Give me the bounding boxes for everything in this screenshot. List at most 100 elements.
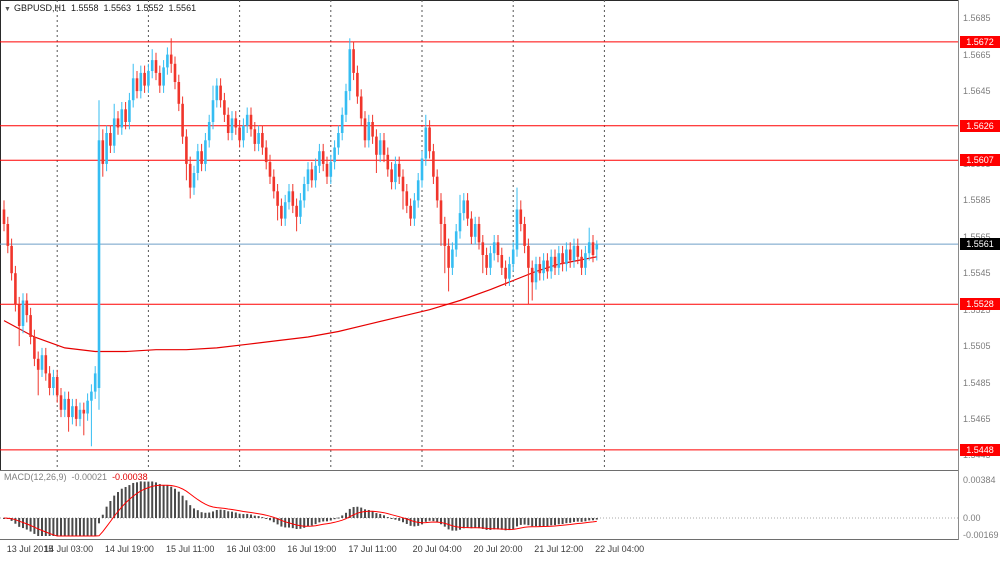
- price-axis-label: 1.5505: [963, 341, 991, 352]
- macd-histogram-bar: [193, 508, 195, 518]
- candle-body: [291, 191, 295, 206]
- candle-body: [2, 209, 6, 224]
- candle-body: [139, 72, 143, 92]
- macd-histogram-bar: [18, 518, 21, 527]
- macd-histogram-bar: [493, 518, 496, 530]
- macd-histogram-bar: [238, 513, 241, 518]
- candle-body: [93, 373, 97, 392]
- macd-histogram-bar: [86, 518, 89, 536]
- candle-body: [458, 213, 462, 232]
- price-axis-label: 1.5465: [963, 413, 991, 424]
- time-axis-label: 16 Jul 19:00: [287, 544, 337, 554]
- macd-histogram-bar: [474, 518, 477, 528]
- macd-histogram-bar: [37, 518, 40, 536]
- macd-histogram-bar: [523, 518, 526, 525]
- candle-body: [52, 377, 55, 388]
- macd-histogram-bar: [345, 512, 347, 518]
- macd-histogram-bar: [405, 518, 408, 524]
- macd-histogram-bar: [101, 514, 104, 518]
- candle-body: [511, 249, 515, 265]
- candle-body: [561, 253, 564, 265]
- candle-body: [268, 162, 272, 177]
- time-axis[interactable]: 13 Jul 2015 14 Jul 03:00 14 Jul 19:00 15 Ju…: [0, 540, 1000, 561]
- macd-histogram-bar: [280, 518, 283, 527]
- candle-body: [249, 114, 253, 130]
- candle-body: [40, 355, 44, 370]
- candle-body: [333, 147, 336, 163]
- candle-body: [382, 140, 386, 155]
- candle-body: [447, 245, 450, 268]
- macd-axis-label: 0.00384: [963, 474, 996, 485]
- macd-histogram-bar: [299, 518, 302, 529]
- macd-histogram-bar: [561, 518, 564, 525]
- candle-body: [420, 158, 424, 181]
- macd-histogram-bar: [196, 510, 199, 518]
- macd-histogram-bar: [44, 518, 47, 536]
- time-axis-label: 17 Jul 11:00: [348, 544, 397, 554]
- candle-body: [485, 255, 488, 268]
- macd-histogram-bar: [565, 518, 568, 524]
- candle-body: [416, 180, 420, 201]
- macd-histogram-bar: [284, 518, 287, 528]
- chart-symbol-label: GBPUSD,H1: [13, 3, 66, 13]
- macd-histogram-bar: [592, 518, 594, 521]
- macd-histogram-bar: [151, 481, 154, 518]
- candle-body: [325, 163, 329, 177]
- macd-histogram-bar: [170, 486, 173, 518]
- candle-body: [200, 151, 203, 164]
- macd-histogram-bar: [212, 511, 214, 518]
- candle-body: [481, 242, 485, 255]
- candle-body: [477, 224, 481, 243]
- candle-body: [230, 118, 234, 133]
- candle-body: [44, 355, 48, 374]
- candle-body: [223, 100, 226, 115]
- macd-histogram-bar: [466, 518, 469, 528]
- price-axis-label: 1.5665: [963, 49, 991, 60]
- main-chart-svg[interactable]: [0, 0, 958, 470]
- main-chart-pane[interactable]: ▼ GBPUSD,H1 1.5558 1.5563 1.5552 1.5561: [0, 0, 958, 470]
- candle-body: [105, 133, 108, 164]
- macd-histogram-bar: [447, 518, 450, 530]
- macd-histogram-bar: [276, 518, 279, 525]
- price-axis[interactable]: 1.56851.56651.56451.56251.56051.55851.55…: [958, 0, 1000, 540]
- candle-body: [378, 140, 382, 155]
- macd-histogram-bar: [451, 518, 454, 531]
- candle-body: [435, 176, 439, 201]
- candle-body: [363, 118, 367, 141]
- candle-body: [576, 245, 580, 257]
- macd-histogram-bar: [329, 518, 332, 521]
- candle-body: [276, 191, 279, 206]
- candle-body: [310, 169, 314, 181]
- candle-body: [318, 151, 321, 166]
- candle-body: [523, 224, 526, 246]
- candle-body: [169, 54, 173, 64]
- candle-body: [314, 165, 317, 181]
- candle-body: [584, 253, 587, 268]
- macd-svg[interactable]: [0, 471, 958, 539]
- level-price-tag: 1.5672: [960, 35, 1000, 48]
- macd-histogram-bar: [588, 518, 591, 521]
- macd-indicator-pane[interactable]: [0, 470, 1000, 540]
- macd-histogram-bar: [531, 518, 534, 527]
- moving-average-line[interactable]: [3, 256, 597, 353]
- macd-histogram-bar: [174, 488, 176, 518]
- candle-body: [489, 253, 492, 268]
- macd-histogram-bar: [75, 518, 78, 536]
- quote-high: 1.5563: [103, 3, 132, 13]
- candle-body: [462, 200, 466, 214]
- candle-body: [473, 224, 477, 237]
- macd-histogram-bar: [322, 518, 325, 522]
- macd-histogram-bar: [371, 511, 374, 518]
- candle-body: [405, 191, 409, 206]
- macd-histogram-bar: [132, 482, 135, 518]
- candle-body: [192, 173, 196, 188]
- macd-histogram-bar: [318, 518, 321, 523]
- time-axis-label: 15 Jul 11:00: [166, 544, 215, 554]
- candle-body: [424, 127, 428, 159]
- macd-histogram-bar: [231, 511, 233, 518]
- price-axis-label: 1.5485: [963, 377, 991, 388]
- macd-histogram-bar: [310, 518, 313, 526]
- macd-histogram-bar: [128, 485, 131, 518]
- macd-histogram-bar: [120, 488, 123, 518]
- candle-body: [181, 103, 184, 137]
